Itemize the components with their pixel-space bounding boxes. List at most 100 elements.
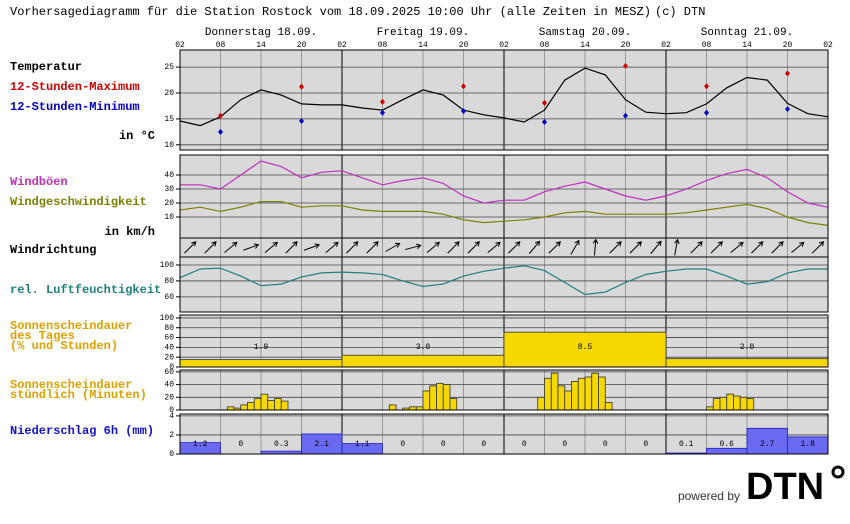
data-label: 1.1 (355, 440, 370, 449)
panel-title: stündlich (Minuten) (10, 388, 147, 402)
y-tick-label: 10 (164, 213, 174, 222)
bar (726, 393, 734, 411)
legend-label: rel. Luftfeuchtigkeit (10, 283, 161, 297)
bar (179, 359, 343, 368)
panel-title: (% und Stunden) (10, 339, 118, 353)
bar (442, 384, 451, 411)
panel-title: Sonnenscheindauer (10, 378, 132, 392)
y-tick-label: 40 (164, 171, 174, 180)
x-tick-label: 02 (661, 41, 671, 50)
bar (571, 381, 579, 411)
panel-title: Niederschlag 6h (mm) (10, 424, 154, 438)
x-tick-label: 14 (742, 41, 752, 50)
panel-border (179, 314, 829, 368)
bar (550, 372, 559, 411)
series-line (180, 160, 829, 208)
y-tick-label: 0 (169, 363, 174, 372)
data-label: 1.9 (254, 343, 269, 352)
data-label: 8.5 (578, 343, 593, 352)
chart-title: Vorhersagediagramm für die Station Rosto… (10, 5, 651, 19)
wind-arrow (366, 241, 379, 254)
wind-arrow (609, 241, 622, 254)
y-tick-label: 100 (160, 314, 175, 323)
data-label: 2.1 (315, 440, 330, 449)
wind-arrow (285, 241, 298, 254)
point (218, 128, 223, 135)
wind-arrow (730, 241, 744, 254)
wind-arrow (791, 241, 805, 254)
point (704, 83, 709, 90)
wind-arrow (690, 241, 703, 254)
logo-dot (831, 465, 845, 479)
series-line (179, 67, 829, 127)
panel-title: Windrichtung (10, 243, 96, 257)
bar (557, 385, 566, 411)
legend-label: Windgeschwindigkeit (10, 195, 147, 209)
wind-arrow (264, 241, 278, 254)
powered-by: powered by (678, 489, 740, 503)
bar (598, 376, 606, 411)
wind-arrow (325, 241, 339, 254)
wind-arrow (385, 242, 401, 252)
logo: DTN (746, 466, 824, 508)
y-tick-label: 0 (169, 406, 174, 415)
panel-border (179, 413, 829, 455)
legend-label: Windböen (10, 175, 68, 189)
bar (746, 398, 755, 411)
bar (240, 404, 248, 411)
point (218, 112, 223, 119)
data-label: 0 (643, 440, 648, 449)
x-tick-label: 02 (175, 41, 185, 50)
bar (712, 398, 721, 411)
x-tick-label: 14 (418, 41, 428, 50)
bar (422, 390, 431, 411)
wind-arrow (548, 241, 561, 254)
x-tick-label: 02 (337, 41, 347, 50)
data-label: 0.3 (274, 440, 289, 449)
y-tick-label: 80 (164, 277, 174, 286)
point (623, 63, 628, 70)
point (785, 70, 790, 77)
y-tick-label: 80 (164, 324, 174, 333)
y-tick-label: 100 (160, 261, 175, 270)
day-label: Donnerstag 18.09. (205, 27, 317, 39)
bar (274, 398, 282, 411)
day-label: Sonntag 21.09. (701, 27, 793, 39)
point (461, 83, 466, 90)
day-label: Samstag 20.09. (539, 27, 631, 39)
point (380, 109, 385, 116)
wind-arrow (487, 241, 501, 254)
x-tick-label: 20 (621, 41, 631, 50)
bar (719, 396, 728, 411)
y-tick-label: 20 (164, 199, 174, 208)
bar (665, 358, 829, 368)
bar (577, 377, 586, 411)
bar (341, 354, 505, 368)
panel-border (179, 256, 829, 313)
data-label: 0.1 (679, 440, 694, 449)
y-tick-label: 60 (164, 368, 174, 377)
data-label: 1.2 (193, 440, 208, 449)
bar (739, 396, 748, 411)
legend-label: Temperatur (10, 60, 82, 74)
wind-arrow (426, 241, 440, 254)
point (704, 109, 709, 116)
y-tick-label: 2 (169, 431, 174, 440)
wind-arrow (303, 243, 321, 251)
y-tick-label: 30 (164, 185, 174, 194)
bar (544, 377, 552, 411)
legend-label: 12-Stunden-Minimum (10, 100, 140, 114)
x-tick-label: 08 (378, 41, 388, 50)
bar (388, 404, 397, 411)
wind-arrow (528, 240, 541, 254)
wind-arrow (650, 240, 662, 254)
bar (260, 393, 269, 411)
data-label: 0 (400, 440, 405, 449)
bar (247, 401, 255, 411)
wind-arrow (447, 241, 460, 254)
x-tick-label: 02 (499, 41, 509, 50)
panel-border (179, 369, 829, 411)
point (299, 83, 304, 90)
